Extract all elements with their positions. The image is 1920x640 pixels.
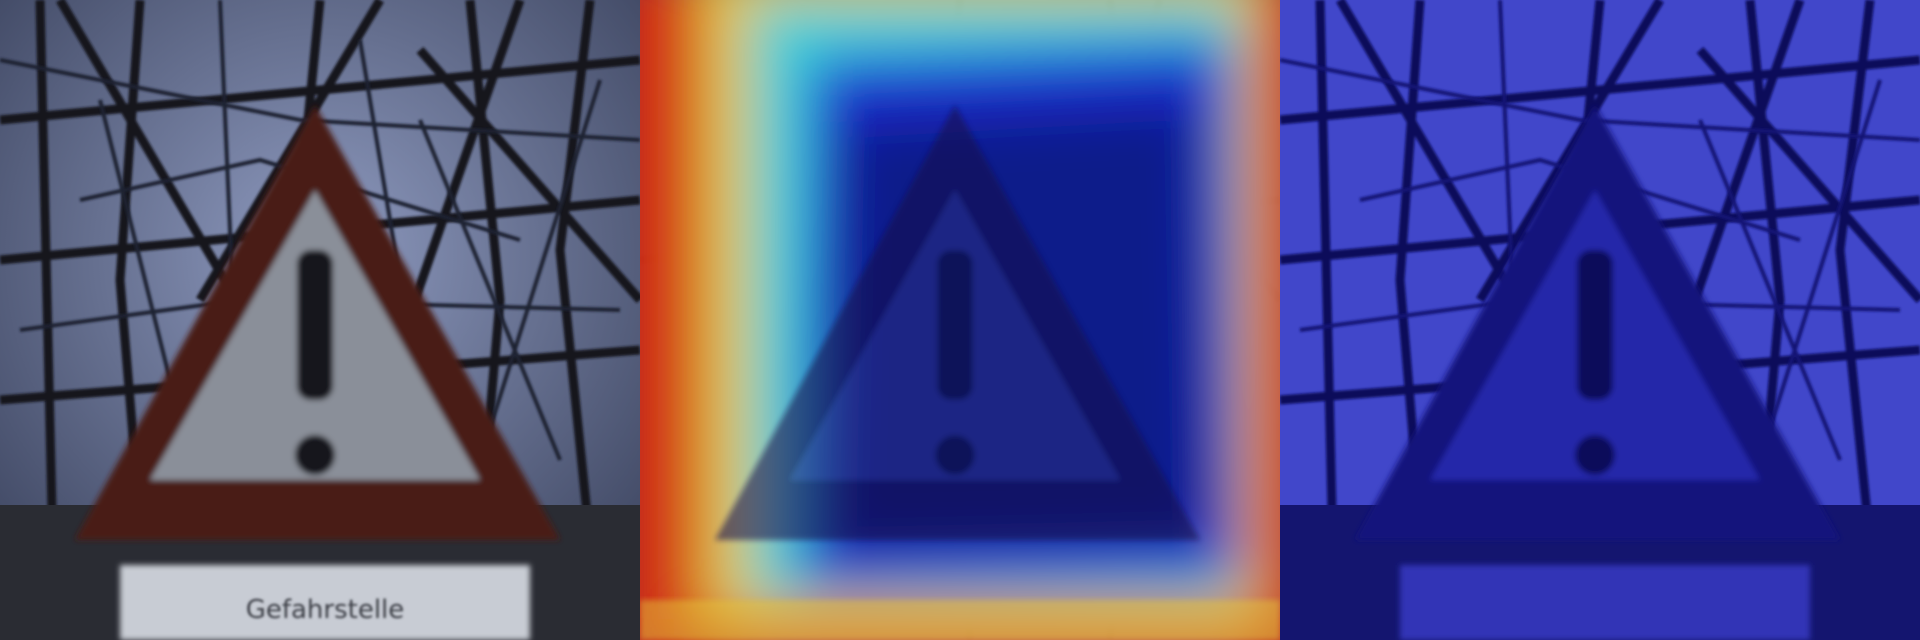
heatmap-sign — [715, 105, 1200, 540]
mask-overlay — [1280, 0, 1920, 640]
exclamation-dot — [295, 435, 335, 475]
original-photo: Gefahrstelle — [0, 0, 640, 640]
mask-overlay-panel — [1280, 0, 1920, 640]
original-photo-panel: Gefahrstelle — [0, 0, 640, 640]
sign-plate — [120, 565, 530, 640]
warning-sign — [75, 105, 560, 540]
heatmap-overlay-panel — [640, 0, 1280, 640]
plate-text: Gefahrstelle — [246, 595, 405, 625]
exclamation-bar — [297, 250, 333, 400]
heatmap-overlay — [640, 0, 1280, 640]
mask-sign — [1355, 105, 1840, 540]
